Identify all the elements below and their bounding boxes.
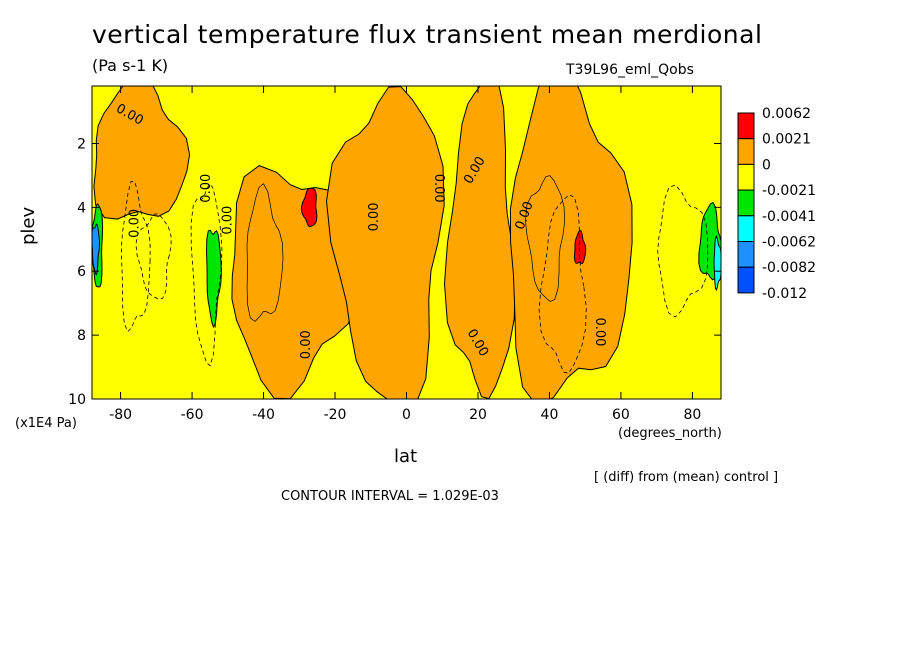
legend-label: 0.0021 xyxy=(762,132,811,148)
legend-swatch xyxy=(737,215,755,243)
diff-note: [ (diff) from (mean) control ] xyxy=(594,470,779,485)
contour-region-positive xyxy=(231,165,358,399)
contour-interval: CONTOUR INTERVAL = 1.029E-03 xyxy=(281,489,499,504)
chart-title: vertical temperature flux transient mean… xyxy=(92,20,763,49)
legend-label: -0.0041 xyxy=(762,209,816,225)
legend-swatch xyxy=(737,112,755,140)
legend-label: -0.0082 xyxy=(762,260,816,276)
y-tick-label: 2 xyxy=(77,136,86,152)
contour-label: 0.00 xyxy=(431,174,446,203)
legend-swatch xyxy=(737,189,755,217)
negative-contour-line xyxy=(121,180,151,333)
negative-contour-line xyxy=(657,184,709,318)
contour-label: 0.00 xyxy=(199,174,214,203)
contour-region-positive xyxy=(325,86,445,399)
x-tick-label: 40 xyxy=(541,407,559,423)
legend-swatch xyxy=(737,241,755,268)
x-tick-label: 20 xyxy=(469,407,487,423)
x-axis-label: lat xyxy=(394,446,418,467)
x-axis-units: (degrees_north) xyxy=(618,426,722,441)
legend-label: -0.0062 xyxy=(762,235,816,251)
y-axis-units: (x1E4 Pa) xyxy=(15,416,77,431)
x-tick-label: 0 xyxy=(402,407,411,423)
legend-swatch xyxy=(737,163,755,191)
contour-region-positive xyxy=(443,86,516,399)
contour-label: 0.00 xyxy=(220,206,235,235)
legend-label: 0 xyxy=(762,157,771,173)
contour-region-negative_strong xyxy=(713,235,721,291)
contour-region-positive_high xyxy=(573,229,587,265)
contour-label: 0.00 xyxy=(127,209,142,238)
x-tick-label: -40 xyxy=(252,407,275,423)
contour-region-positive_high xyxy=(300,187,318,228)
x-tick-label: -80 xyxy=(109,407,132,423)
contour-region-negative xyxy=(205,229,222,329)
negative-contour-line xyxy=(135,213,172,300)
legend-swatch xyxy=(737,266,755,294)
x-tick-label: 60 xyxy=(612,407,630,423)
chart-units: (Pa s-1 K) xyxy=(92,56,169,75)
legend-label: -0.012 xyxy=(762,286,807,302)
x-tick-label: 80 xyxy=(683,407,701,423)
legend-label: -0.0021 xyxy=(762,183,816,199)
y-tick-label: 6 xyxy=(77,264,86,280)
negative-contour-line xyxy=(190,183,223,367)
y-tick-label: 4 xyxy=(77,200,86,216)
positive-contour-line xyxy=(525,175,566,302)
y-tick-label: 10 xyxy=(68,392,86,408)
x-tick-label: -60 xyxy=(181,407,204,423)
negative-contour-line xyxy=(538,194,587,374)
contour-region-positive xyxy=(93,86,191,220)
y-tick-label: 8 xyxy=(77,328,86,344)
legend-label: 0.0062 xyxy=(762,106,811,122)
x-tick-label: -20 xyxy=(324,407,347,423)
run-id: T39L96_eml_Qobs xyxy=(566,62,694,78)
contour-label: 0.00 xyxy=(592,317,607,346)
contour-label: 0.00 xyxy=(299,330,314,359)
positive-contour-line xyxy=(246,183,284,322)
legend-swatch xyxy=(737,138,755,165)
contour-label: 0.00 xyxy=(367,202,382,231)
contour-region-positive xyxy=(509,86,633,399)
